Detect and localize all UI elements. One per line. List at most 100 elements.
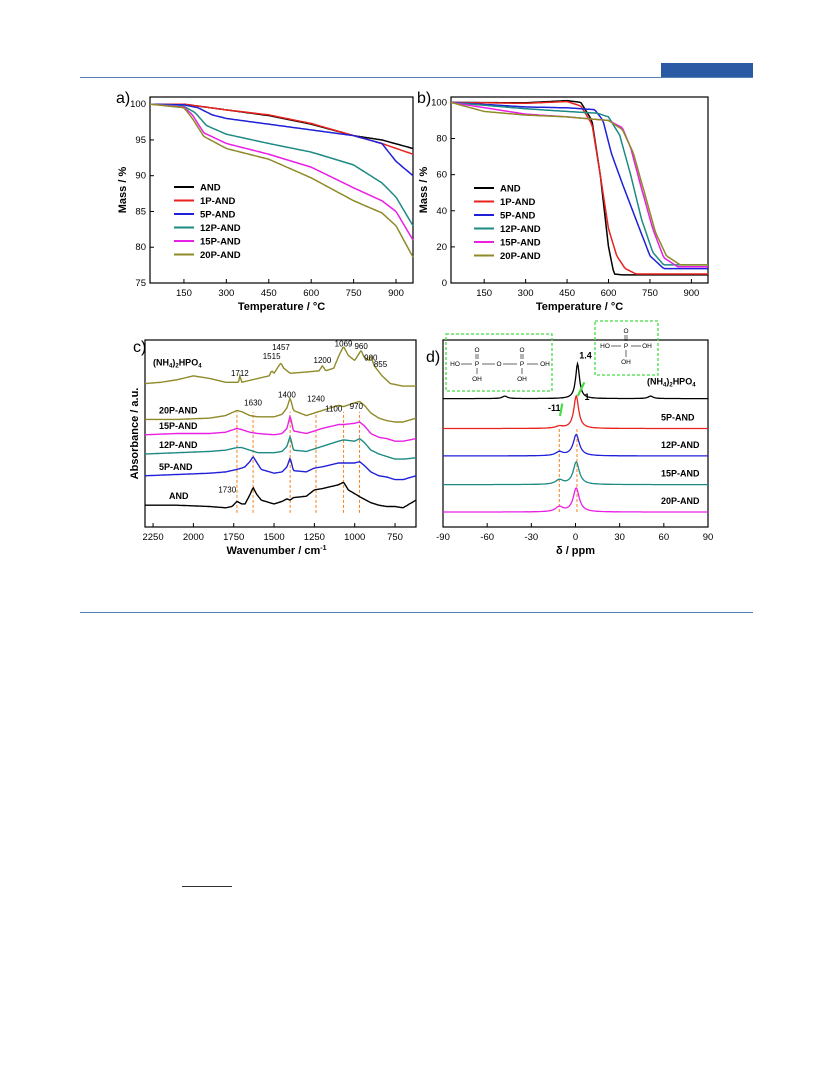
series-line-(NH4)2HPO4	[443, 361, 708, 400]
series-line-12P-AND	[450, 101, 708, 266]
atom-label: P	[475, 361, 479, 368]
panel-b-frame	[450, 96, 709, 284]
atom-label: OH	[540, 361, 550, 368]
series-label: 12P-AND	[159, 440, 198, 450]
y-tick-label: 40	[436, 206, 447, 217]
y-tick-label: 80	[135, 242, 146, 253]
y-axis-title: Absorbance / a.u.	[129, 388, 141, 480]
panel-b: 150 300 450 600 750 900 0 20 40 60 80 100 Temperatur…	[417, 90, 709, 313]
header-rule	[80, 77, 753, 78]
panel-label: b)	[417, 90, 431, 107]
series-line-12P-AND	[443, 433, 708, 457]
panel-a-frame	[149, 96, 414, 284]
x-axis-title: δ / ppm	[556, 545, 595, 557]
x-tick-label: -30	[524, 532, 538, 543]
y-tick-label: 80	[436, 134, 447, 145]
legend-label: AND	[500, 184, 521, 195]
atom-label: HO	[450, 361, 460, 368]
x-tick-label: 1000	[344, 532, 365, 543]
series-line-20P-AND	[450, 101, 708, 266]
legend-label: 20P-AND	[500, 251, 541, 262]
x-tick-label: 900	[388, 288, 404, 299]
series-line-20P-AND	[149, 103, 414, 258]
atom-label: OH	[517, 376, 527, 383]
series-label: (NH4)2HPO4	[153, 358, 202, 370]
series-label: 5P-AND	[159, 462, 193, 472]
legend-label: 12P-AND	[200, 223, 241, 234]
panel-a: 150 300 450 600 750 900 75 80 85 90 95 100 Temperatu…	[116, 90, 414, 313]
peak-label: 970	[350, 402, 364, 411]
x-tick-label: 2000	[183, 532, 204, 543]
y-tick-label: 20	[436, 242, 447, 253]
structure-box	[594, 320, 659, 376]
x-tick-label: 150	[176, 288, 192, 299]
peak-label: 1069	[335, 339, 353, 348]
series-line-15P-AND	[149, 103, 414, 241]
y-tick-label: 95	[135, 135, 146, 146]
peak-label: 1515	[263, 352, 281, 361]
x-tick-label: -60	[480, 532, 494, 543]
peak-label: 900	[364, 353, 378, 362]
panel-d: -90 -60 -30 0 30 60 90 δ / ppm d) (NH4)2HPO4 5P-AN…	[426, 320, 713, 557]
x-tick-label: 60	[659, 532, 670, 543]
y-tick-label: 85	[135, 206, 146, 217]
legend-label: 15P-AND	[200, 237, 241, 248]
atom-label: P	[624, 343, 628, 350]
x-tick-label: 150	[476, 288, 492, 299]
arrow-icon	[558, 403, 564, 417]
legend-label: 12P-AND	[500, 224, 541, 235]
y-axis-title: Mass / %	[117, 167, 129, 214]
x-tick-label: 600	[303, 288, 319, 299]
series-label: 5P-AND	[661, 413, 695, 423]
series-label: 15P-AND	[661, 469, 700, 479]
phosphoric-acid-structure: O HO P OH OH	[594, 320, 659, 376]
series-label: 12P-AND	[661, 440, 700, 450]
panel-label: c)	[133, 339, 146, 356]
series-label: 20P-AND	[661, 496, 700, 506]
series-line-5P-AND	[450, 101, 708, 270]
atom-label: O	[519, 347, 524, 354]
peak-label: 855	[374, 360, 388, 369]
atom-label: O	[623, 328, 628, 335]
x-tick-label: 750	[387, 532, 403, 543]
x-tick-label: 750	[346, 288, 362, 299]
series-line-5P-AND	[443, 394, 708, 430]
x-tick-label: 600	[601, 288, 617, 299]
x-tick-label: 1500	[263, 532, 284, 543]
x-tick-label: 900	[683, 288, 699, 299]
x-tick-label: 450	[261, 288, 277, 299]
panel-label: d)	[426, 349, 440, 366]
legend-label: 1P-AND	[500, 197, 536, 208]
series-line-5P-AND	[150, 103, 414, 177]
x-tick-label: 0	[573, 532, 578, 543]
series-line-5P-AND	[144, 456, 417, 481]
legend-label: AND	[200, 183, 221, 194]
peak-label: 1240	[307, 394, 325, 403]
peak-label: 960	[354, 342, 368, 351]
panel-c-frame	[144, 339, 417, 528]
legend-label: 5P-AND	[200, 210, 236, 221]
series-line-1P-AND	[451, 100, 708, 275]
header-tab-bar	[661, 63, 753, 77]
x-tick-label: 2250	[142, 532, 163, 543]
atom-label: HO	[600, 343, 610, 350]
x-tick-label: 1750	[223, 532, 244, 543]
peak-label: 1	[584, 392, 589, 402]
peak-label: 1457	[272, 343, 290, 352]
peak-label: 1712	[231, 369, 249, 378]
panel-c: 2250 2000 1750 1500 1250 1000 750 Wavenumber / …	[129, 339, 417, 557]
y-axis-title: Mass / %	[418, 167, 430, 214]
structure-box	[445, 333, 553, 392]
legend-label: 1P-AND	[200, 196, 236, 207]
x-tick-label: 300	[518, 288, 534, 299]
peak-label: 1400	[278, 391, 296, 400]
peak-label: 1630	[244, 398, 262, 407]
series-line-15P-AND	[443, 460, 708, 486]
x-tick-label: 450	[559, 288, 575, 299]
peak-label: 1.4	[579, 351, 592, 361]
y-tick-label: 60	[436, 170, 447, 181]
series-line-12P-AND	[145, 435, 417, 460]
peak-label: 1100	[325, 405, 343, 414]
series-label: AND	[169, 491, 189, 501]
